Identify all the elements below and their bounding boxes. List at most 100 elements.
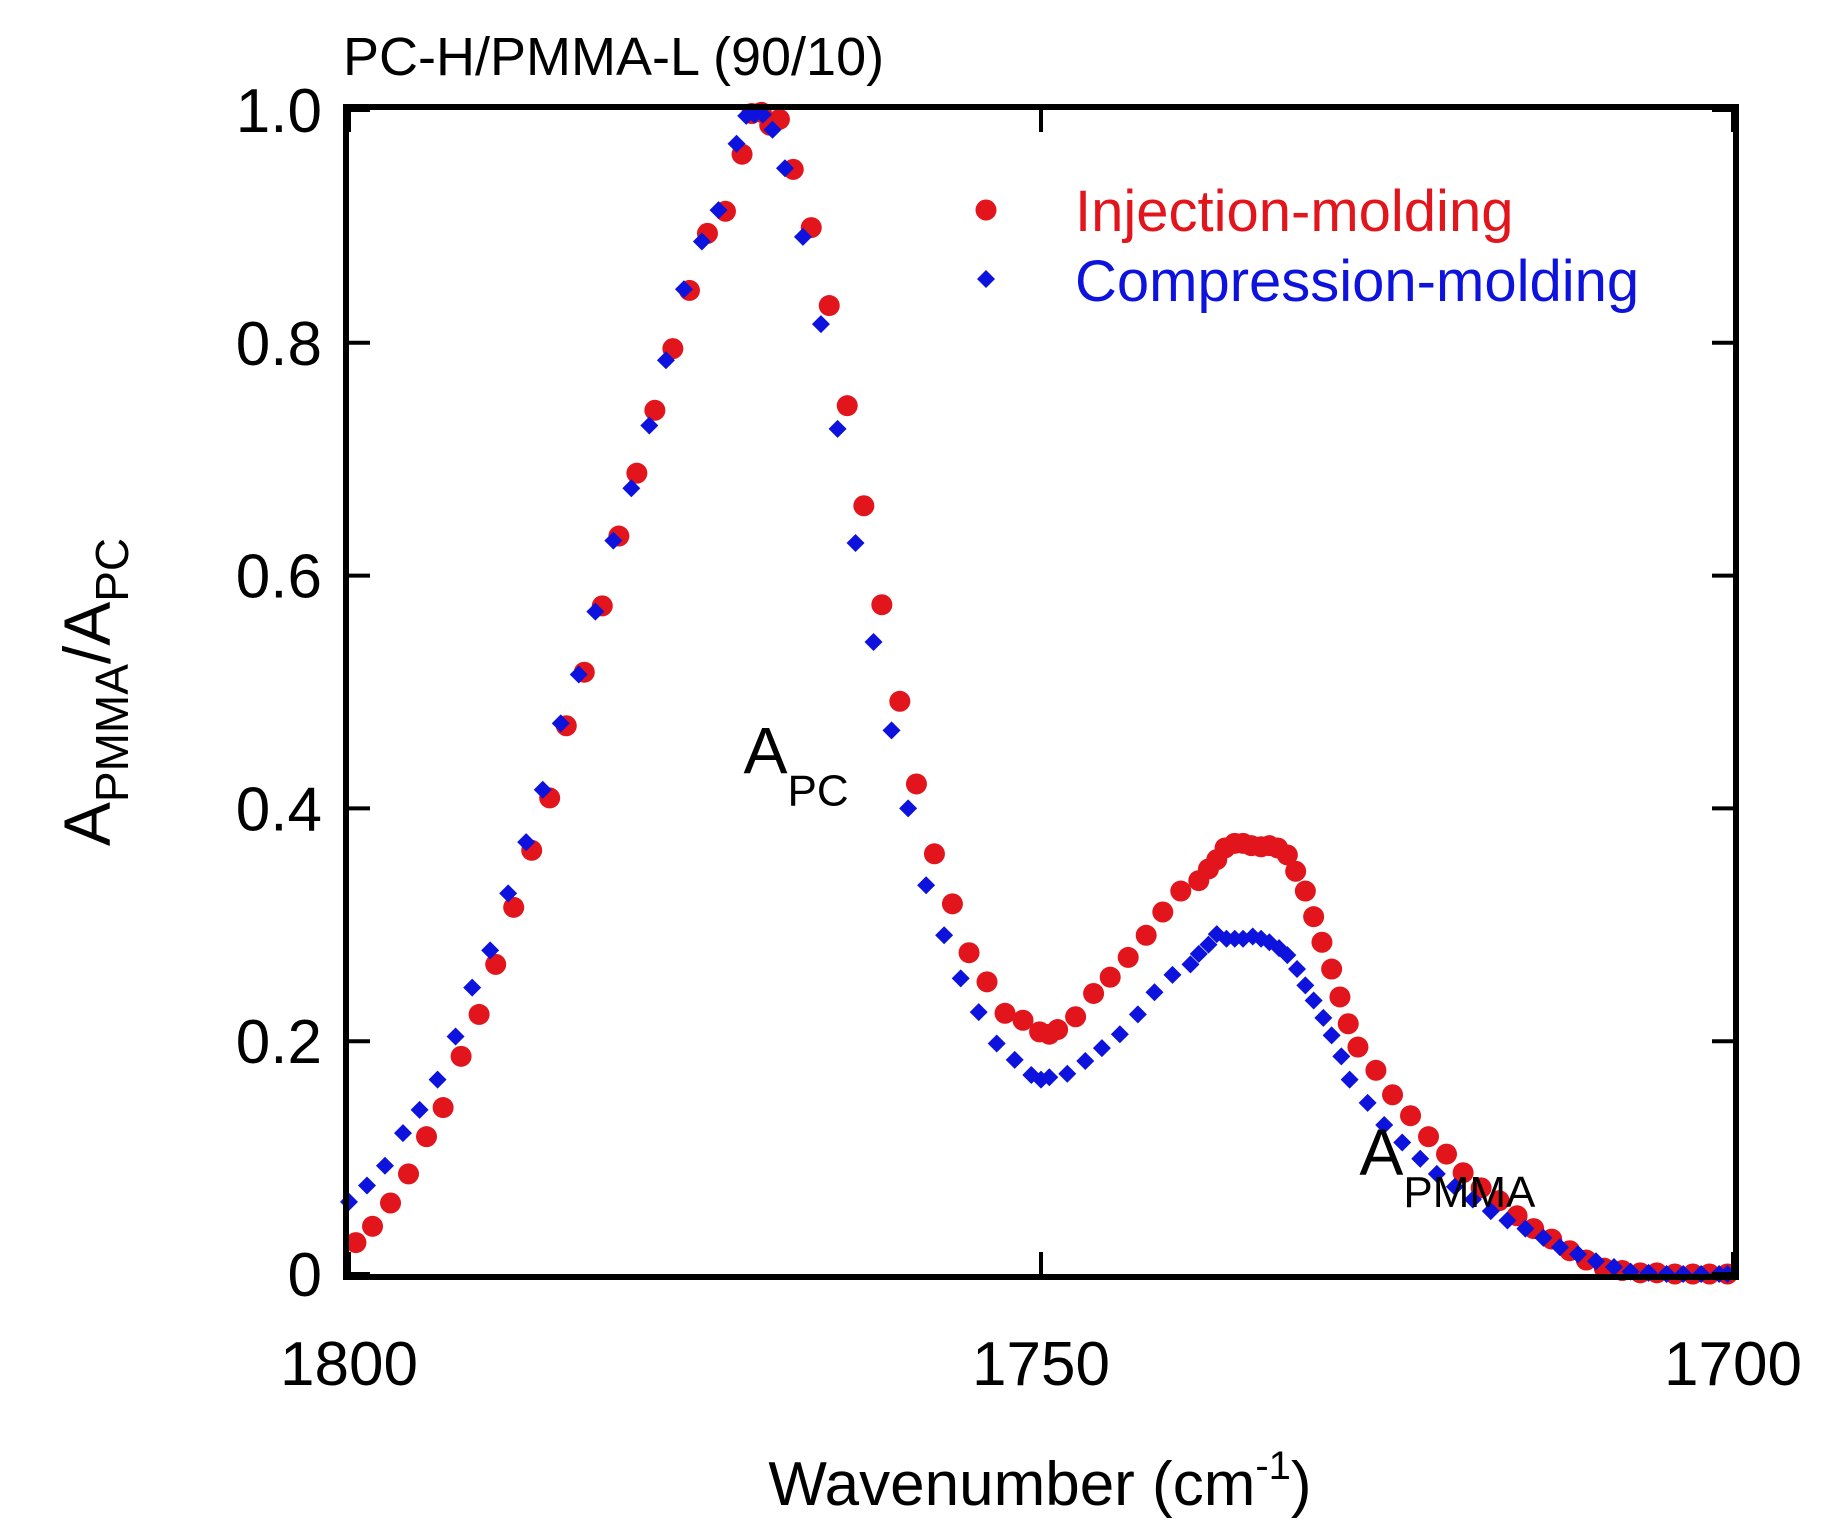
injection-point	[1170, 880, 1192, 902]
compression-point	[499, 884, 518, 903]
compression-point	[692, 232, 711, 251]
injection-point	[1152, 901, 1174, 923]
compression-point	[1534, 1228, 1553, 1247]
injection-point	[398, 1163, 420, 1185]
compression-point	[969, 1003, 988, 1022]
injection-point	[1347, 1036, 1369, 1058]
compression-point	[1340, 1070, 1359, 1089]
compression-point	[1427, 1164, 1446, 1183]
compression-point	[569, 665, 588, 684]
y-tick-label-1: 0.2	[236, 1008, 322, 1077]
injection-point	[416, 1126, 438, 1148]
compression-point	[917, 876, 936, 895]
injection-point	[923, 843, 945, 865]
legend-marker-injection	[975, 199, 997, 221]
injection-point	[1047, 1019, 1069, 1041]
compression-point	[446, 1027, 465, 1046]
compression-point	[753, 105, 772, 124]
injection-point	[1337, 1013, 1359, 1035]
compression-point	[828, 419, 847, 438]
compression-point	[604, 531, 623, 550]
compression-point	[1604, 1258, 1623, 1277]
injection-point	[1303, 906, 1325, 928]
compression-point	[1481, 1202, 1500, 1221]
injection-point	[958, 942, 980, 964]
annotation-a-pmma: APMMA	[1359, 1115, 1536, 1217]
compression-point	[1516, 1219, 1535, 1238]
y-tick-label-0: 0	[288, 1241, 322, 1310]
compression-point	[1304, 991, 1323, 1010]
compression-point	[1110, 1025, 1129, 1044]
chart-title: PC-H/PMMA-L (90/10)	[343, 27, 884, 87]
compression-point	[533, 780, 552, 799]
legend-label-compression: Compression-molding	[1075, 249, 1639, 314]
injection-point	[1285, 860, 1307, 882]
compression-point	[1375, 1116, 1394, 1135]
compression-point	[1296, 976, 1315, 995]
injection-point	[1365, 1059, 1387, 1081]
injection-point	[836, 395, 858, 417]
compression-point	[1411, 1149, 1430, 1168]
compression-point	[1128, 1005, 1147, 1024]
compression-point	[1189, 944, 1208, 963]
compression-point	[1058, 1064, 1077, 1083]
compression-point	[882, 721, 901, 740]
injection-point	[1436, 1143, 1458, 1165]
injection-point	[1329, 986, 1351, 1008]
compression-point	[428, 1070, 447, 1089]
injection-point	[626, 462, 648, 484]
y-tick-label-4: 0.8	[236, 310, 322, 379]
y-tick-label-2: 0.4	[236, 775, 322, 844]
compression-point	[1092, 1039, 1111, 1058]
injection-point	[468, 1003, 490, 1025]
y-tick-label-3: 0.6	[236, 543, 322, 612]
injection-point	[1470, 1177, 1492, 1199]
compression-point	[1145, 983, 1164, 1002]
injection-point	[994, 1002, 1016, 1024]
compression-point	[1445, 1177, 1464, 1196]
compression-point	[1076, 1051, 1095, 1070]
annotations: APC APMMA	[743, 713, 1536, 1217]
axis-ticks	[346, 107, 1736, 1277]
x-tick-label-2: 1700	[1664, 1330, 1802, 1399]
compression-point	[846, 534, 865, 553]
compression-point	[1332, 1047, 1351, 1066]
compression-point	[1163, 965, 1182, 984]
compression-point	[481, 941, 500, 960]
injection-point	[1418, 1126, 1440, 1148]
compression-point	[622, 479, 641, 498]
y-tick-labels: 0 0.2 0.4 0.6 0.8 1.0	[236, 77, 322, 1310]
compression-point	[709, 201, 728, 220]
compression-point	[357, 1176, 376, 1195]
injection-point	[1065, 1006, 1087, 1028]
injection-point	[345, 1232, 367, 1254]
compression-point	[1358, 1093, 1377, 1112]
compression-point	[393, 1124, 412, 1143]
compression-point	[517, 833, 536, 852]
injection-point	[1117, 946, 1139, 968]
injection-point	[362, 1215, 384, 1237]
injection-point	[1382, 1084, 1404, 1106]
compression-point	[775, 159, 794, 178]
injection-point	[889, 690, 911, 712]
compression-point	[586, 602, 605, 621]
legend-label-injection: Injection-molding	[1075, 179, 1513, 244]
compression-point	[763, 120, 782, 139]
compression-point	[1586, 1252, 1605, 1271]
injection-point	[1452, 1162, 1474, 1184]
y-axis-label: APMMA/APC	[50, 538, 138, 846]
compression-point	[1568, 1245, 1587, 1264]
compression-point	[674, 280, 693, 299]
injection-point	[450, 1045, 472, 1067]
compression-point	[1040, 1068, 1059, 1087]
injection-point	[818, 295, 840, 317]
injection-point	[1135, 924, 1157, 946]
compression-point	[935, 926, 954, 945]
x-tick-labels: 1800 1750 1700	[280, 1330, 1802, 1399]
injection-point	[1083, 982, 1105, 1004]
injection-point	[941, 893, 963, 915]
compression-point	[811, 315, 830, 334]
injection-point	[1321, 958, 1343, 980]
compression-point	[951, 969, 970, 988]
